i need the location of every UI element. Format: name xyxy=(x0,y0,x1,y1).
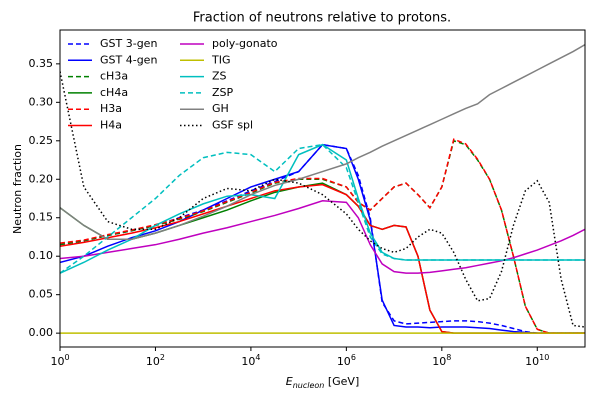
y-tick-label: 0.05 xyxy=(29,288,54,301)
y-tick-label: 0.35 xyxy=(29,57,54,70)
series-line xyxy=(60,143,585,274)
legend-label: GST 3-gen xyxy=(100,37,157,50)
x-axis-label: Enucleon [GeV] xyxy=(286,375,360,390)
legend-label: GST 4-gen xyxy=(100,53,157,66)
series-line xyxy=(60,71,585,328)
y-tick-label: 0.20 xyxy=(29,172,54,185)
series-line xyxy=(60,143,585,334)
legend-label: H4a xyxy=(100,119,122,132)
legend-label: H3a xyxy=(100,102,122,115)
x-tick-label: 1010 xyxy=(525,353,549,369)
series-line xyxy=(60,138,585,334)
legend-label: cH3a xyxy=(100,70,128,83)
legend-label: ZS xyxy=(212,70,227,83)
y-tick-label: 0.15 xyxy=(29,211,54,224)
legend-label: cH4a xyxy=(100,86,128,99)
legend-label: ZSP xyxy=(212,86,234,99)
series-line xyxy=(60,182,585,334)
legend-label: GSF spl xyxy=(212,119,253,132)
series-line xyxy=(60,43,585,241)
chart-title: Fraction of neutrons relative to protons… xyxy=(193,11,451,26)
y-tick-label: 0.25 xyxy=(29,134,54,147)
legend-label: poly-gonato xyxy=(212,37,278,50)
legend-label: TIG xyxy=(211,53,231,66)
x-tick-label: 106 xyxy=(337,353,356,369)
series-line xyxy=(60,143,585,334)
x-tick-label: 108 xyxy=(432,353,451,369)
x-tick-label: 100 xyxy=(50,353,69,369)
x-tick-label: 104 xyxy=(241,353,260,369)
x-tick-label: 102 xyxy=(146,353,165,369)
plot-frame xyxy=(59,29,586,348)
series-line xyxy=(60,143,585,274)
y-tick-label: 0.00 xyxy=(29,326,54,339)
y-tick-label: 0.30 xyxy=(29,95,54,108)
y-tick-label: 0.10 xyxy=(29,249,54,262)
series-line xyxy=(60,200,585,274)
y-axis-label: Neutron fraction xyxy=(11,144,24,234)
legend-label: GH xyxy=(212,102,229,115)
